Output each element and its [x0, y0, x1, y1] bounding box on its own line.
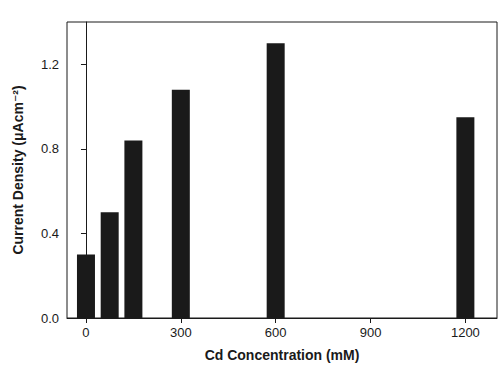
- svg-text:600: 600: [265, 325, 287, 340]
- svg-text:1200: 1200: [451, 325, 480, 340]
- svg-text:300: 300: [170, 325, 192, 340]
- svg-text:0: 0: [82, 325, 89, 340]
- svg-text:0.4: 0.4: [41, 226, 59, 241]
- svg-text:0.8: 0.8: [41, 141, 59, 156]
- svg-text:Cd Concentration (mM): Cd Concentration (mM): [205, 347, 360, 363]
- svg-text:900: 900: [360, 325, 382, 340]
- svg-text:1.2: 1.2: [41, 57, 59, 72]
- svg-text:Current Density (μAcm⁻²): Current Density (μAcm⁻²): [10, 85, 26, 254]
- svg-text:0.0: 0.0: [41, 311, 59, 326]
